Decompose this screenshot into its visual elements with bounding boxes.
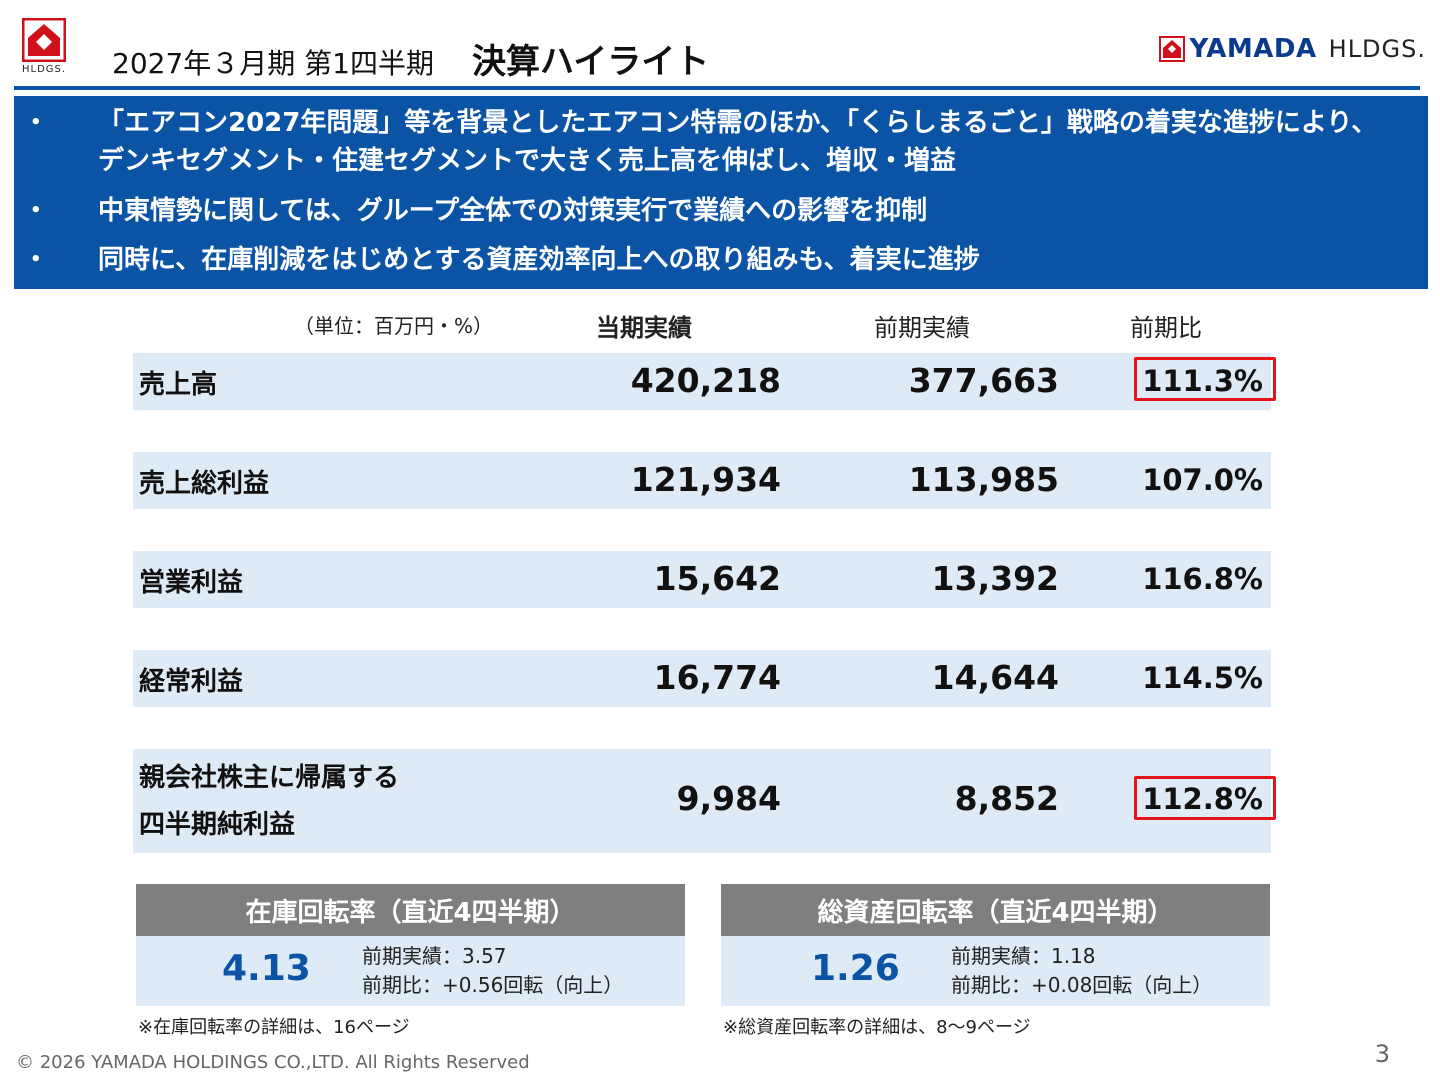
row-label: 営業利益 — [139, 568, 244, 598]
kpi-info: 前期実績：1.18 前期比：+0.08回転（向上） — [951, 942, 1212, 1000]
row-label: 売上総利益 — [139, 469, 270, 499]
banner-bullet-2: • 中東情勢に関しては、グループ全体での対策実行で業績への影響を抑制 — [30, 192, 927, 230]
kpi-asset-turnover: 総資産回転率（直近4四半期） 1.26 前期実績：1.18 前期比：+0.08回… — [721, 884, 1270, 1006]
table-row-net-income: 親会社株主に帰属する 四半期純利益 9,984 8,852 112.8% — [133, 749, 1271, 853]
yamada-logo: HLDGS. — [22, 18, 78, 75]
header-divider — [14, 86, 1420, 90]
bullet-line: デンキセグメント・住建セグメントで大きく売上高を伸ばし、増収・増益 — [98, 146, 957, 176]
note-asset: ※総資産回転率の詳細は、8～9ページ — [723, 1017, 1031, 1038]
row-ratio: 107.0% — [1142, 463, 1263, 497]
row-ratio: 111.3% — [1142, 364, 1263, 398]
bullet-dot: • — [30, 112, 42, 133]
row-label-line2: 四半期純利益 — [139, 810, 296, 840]
page-title: 2027年３月期 第1四半期 決算ハイライト — [112, 34, 709, 83]
row-previous: 13,392 — [931, 559, 1059, 598]
brand-logo: YAMADA HLDGS. — [1159, 34, 1426, 64]
brand-house-icon — [1159, 36, 1186, 62]
bullet-line: 中東情勢に関しては、グループ全体での対策実行で業績への影響を抑制 — [98, 196, 928, 226]
kpi-diff: 前期比：+0.56回転（向上） — [362, 973, 624, 997]
banner-bullet-1: • 「エアコン2027年問題」等を背景としたエアコン特需のほか、「くらしまるごと… — [30, 104, 1377, 180]
col-header-current: 当期実績 — [596, 314, 692, 342]
table-row-ordinary-profit: 経常利益 16,774 14,644 114.5% — [133, 650, 1271, 707]
row-current: 420,218 — [630, 361, 781, 400]
bullet-line: 「エアコン2027年問題」等を背景としたエアコン特需のほか、「くらしまるごと」戦… — [98, 108, 1378, 138]
row-label: 経常利益 — [139, 667, 244, 697]
page-number: 3 — [1374, 1040, 1390, 1068]
row-label: 売上高 — [139, 370, 218, 400]
table-row-sales: 売上高 420,218 377,663 111.3% — [133, 353, 1271, 410]
title-main: 決算ハイライト — [471, 42, 710, 82]
brand-suffix: HLDGS. — [1328, 35, 1426, 63]
kpi-inventory-turnover: 在庫回転率（直近4四半期） 4.13 前期実績：3.57 前期比：+0.56回転… — [136, 884, 685, 1006]
row-ratio: 116.8% — [1142, 562, 1263, 596]
row-previous: 377,663 — [908, 361, 1059, 400]
kpi-body: 1.26 前期実績：1.18 前期比：+0.08回転（向上） — [721, 936, 1270, 1006]
title-period: 2027年３月期 第1四半期 — [112, 47, 434, 80]
kpi-value: 4.13 — [222, 948, 311, 989]
row-ratio: 112.8% — [1142, 782, 1263, 816]
note-inventory: ※在庫回転率の詳細は、16ページ — [138, 1017, 410, 1038]
kpi-prev: 前期実績：1.18 — [951, 944, 1096, 968]
brand-name: YAMADA — [1189, 34, 1317, 64]
kpi-body: 4.13 前期実績：3.57 前期比：+0.56回転（向上） — [136, 936, 685, 1006]
unit-label: （単位：百万円・%） — [294, 314, 494, 338]
highlight-banner: • 「エアコン2027年問題」等を背景としたエアコン特需のほか、「くらしまるごと… — [14, 96, 1428, 289]
bullet-dot: • — [30, 200, 42, 221]
kpi-prev: 前期実績：3.57 — [362, 944, 507, 968]
bullet-line: 同時に、在庫削減をはじめとする資産効率向上への取り組みも、着実に進捗 — [98, 245, 980, 275]
kpi-diff: 前期比：+0.08回転（向上） — [951, 973, 1213, 997]
row-label-line1: 親会社株主に帰属する — [139, 763, 400, 793]
kpi-value: 1.26 — [811, 948, 900, 989]
highlight-box-net-income — [1134, 776, 1276, 820]
row-previous: 8,852 — [954, 779, 1059, 818]
row-current: 121,934 — [630, 460, 781, 499]
banner-bullet-3: • 同時に、在庫削減をはじめとする資産効率向上への取り組みも、着実に進捗 — [30, 241, 980, 279]
table-row-operating-profit: 営業利益 15,642 13,392 116.8% — [133, 551, 1271, 608]
logo-label: HLDGS. — [22, 64, 67, 75]
row-previous: 14,644 — [931, 658, 1059, 697]
bullet-dot: • — [30, 249, 42, 270]
row-previous: 113,985 — [908, 460, 1059, 499]
kpi-info: 前期実績：3.57 前期比：+0.56回転（向上） — [362, 942, 623, 1000]
kpi-title: 在庫回転率（直近4四半期） — [136, 884, 685, 936]
col-header-ratio: 前期比 — [1130, 314, 1202, 342]
yamada-house-icon — [22, 18, 66, 62]
row-current: 15,642 — [653, 559, 781, 598]
copyright: © 2026 YAMADA HOLDINGS CO.,LTD. All Righ… — [16, 1052, 530, 1073]
table-row-gross-profit: 売上総利益 121,934 113,985 107.0% — [133, 452, 1271, 509]
row-ratio: 114.5% — [1142, 661, 1263, 695]
row-current: 16,774 — [653, 658, 781, 697]
kpi-title: 総資産回転率（直近4四半期） — [721, 884, 1270, 936]
col-header-previous: 前期実績 — [874, 314, 970, 342]
row-current: 9,984 — [676, 779, 781, 818]
highlight-box-sales — [1134, 357, 1276, 401]
